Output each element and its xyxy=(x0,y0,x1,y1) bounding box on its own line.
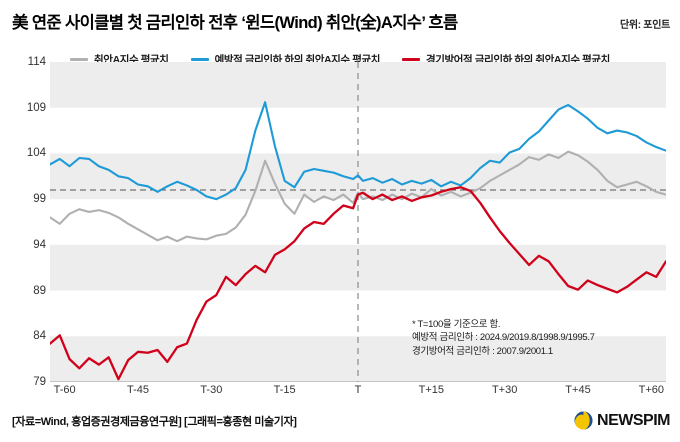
y-tick-label-1: 109 xyxy=(26,101,46,114)
x-tick-label-7: T+45 xyxy=(565,384,591,396)
series-line-1 xyxy=(50,101,666,201)
series-line-2 xyxy=(50,186,666,381)
brand-name: NEWSPIM xyxy=(597,411,670,429)
chart-canvas xyxy=(50,62,666,382)
y-tick-label-3: 99 xyxy=(33,193,46,206)
chart-annotation: * T=100을 기준으로 함. 예방적 금리인하 : 2024.9/2019.… xyxy=(412,318,595,358)
x-tick-label-3: T-15 xyxy=(273,384,296,396)
series-lines xyxy=(50,101,666,381)
legend-swatch-icon-2 xyxy=(402,57,420,61)
y-tick-label-7: 79 xyxy=(33,376,46,388)
x-tick-label-1: T-45 xyxy=(126,384,150,396)
y-tick-label-0: 114 xyxy=(27,56,46,68)
x-axis: T-60 T-45 T-30 T-15 T T+15 T+30 T+45 T+60 xyxy=(50,384,666,402)
source-credit: [자료=Wind, 흥업증권경제금융연구원] [그래픽=홍종현 미술기자] xyxy=(12,416,297,428)
y-tick-label-4: 94 xyxy=(33,238,46,251)
x-tick-label-5: T+15 xyxy=(418,384,445,396)
x-tick-label-6: T+30 xyxy=(491,384,518,396)
legend-swatch-icon-1 xyxy=(190,57,209,61)
y-tick-label-5: 89 xyxy=(33,284,46,297)
chart-header: 美 연준 사이클별 첫 금리인하 전후 ‘윈드(Wind) 취안(全)A지수’ … xyxy=(0,0,680,40)
brand-logo: NEWSPIM xyxy=(574,411,670,430)
x-tick-label-8: T+60 xyxy=(638,384,665,396)
plot-area xyxy=(50,62,666,382)
annotation-line-3: 경기방어적 금리인하 : 2007.9/2001.1 xyxy=(412,345,553,357)
x-tick-label-0: T-60 xyxy=(53,384,76,396)
y-tick-label-6: 84 xyxy=(33,330,46,343)
x-tick-label-2: T-30 xyxy=(200,384,223,396)
y-axis: 114 109 104 99 94 89 84 79 xyxy=(0,56,46,388)
page-title: 美 연준 사이클별 첫 금리인하 전후 ‘윈드(Wind) 취안(全)A지수’ … xyxy=(12,14,458,32)
annotation-line-1: * T=100을 기준으로 함. xyxy=(412,319,501,330)
legend-swatch-icon-0 xyxy=(70,57,89,61)
x-tick-label-4: T xyxy=(354,384,362,396)
series-line-0 xyxy=(50,150,666,243)
y-tick-label-2: 104 xyxy=(26,147,46,160)
newspim-swirl-icon xyxy=(574,411,593,430)
annotation-line-2: 예방적 금리인하 : 2024.9/2019.8/1998.9/1995.7 xyxy=(412,332,595,344)
unit-label: 단위: 포인트 xyxy=(619,20,670,31)
chart-footer: [자료=Wind, 흥업증권경제금융연구원] [그래픽=홍종현 미술기자] NE… xyxy=(0,405,680,442)
